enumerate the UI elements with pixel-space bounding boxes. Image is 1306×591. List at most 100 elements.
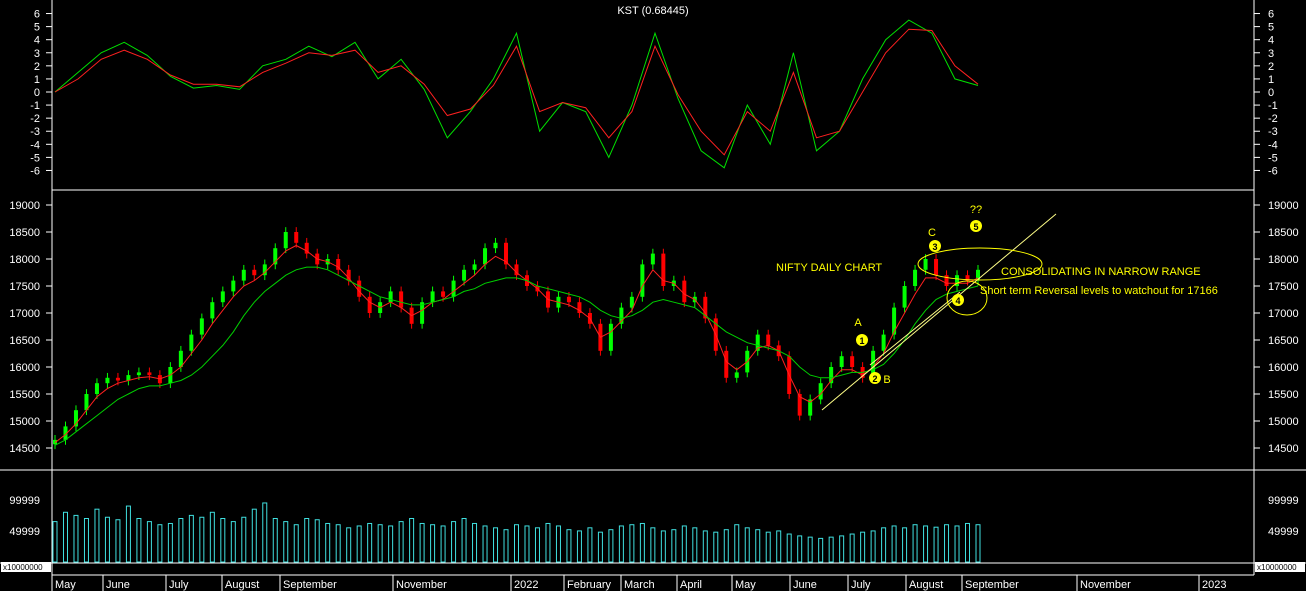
- candle-body: [115, 377, 120, 381]
- candle-body: [976, 269, 980, 281]
- x-tick-label: 2022: [514, 579, 538, 591]
- candle-body: [304, 242, 309, 254]
- price-tick-label-left: 17500: [9, 281, 40, 293]
- reversal-label: Short term Reversal levels to watchout f…: [980, 285, 1218, 297]
- volume-bar: [314, 519, 320, 563]
- candle-body: [63, 426, 68, 440]
- candle-body: [294, 232, 299, 243]
- candle-body: [755, 334, 760, 351]
- volume-bar: [828, 536, 834, 563]
- price-panel: [53, 227, 980, 450]
- price-tick-label-right: 16000: [1268, 362, 1299, 374]
- volume-bar: [178, 518, 184, 563]
- trendline-support: [821, 213, 1057, 411]
- x-tick-label: May: [55, 579, 76, 591]
- candle-body: [430, 291, 435, 303]
- candle-body: [84, 394, 89, 411]
- wave-4-marker: 4: [952, 294, 964, 306]
- candle-body: [451, 280, 456, 297]
- volume-bar: [220, 518, 226, 563]
- volume-bar: [157, 524, 163, 563]
- volume-bar: [534, 527, 540, 563]
- candle-body: [105, 377, 110, 384]
- candle-body: [766, 334, 771, 346]
- volume-bar: [325, 522, 331, 563]
- candle-body: [923, 259, 928, 270]
- price-tick-label-right: 18500: [1268, 227, 1299, 239]
- kst-tick-label-right: -3: [1268, 126, 1278, 138]
- volume-bar: [482, 525, 488, 563]
- volume-bar: [671, 529, 677, 563]
- volume-bar: [912, 524, 918, 563]
- volume-bar: [954, 525, 960, 563]
- volume-bar: [807, 536, 813, 563]
- candle-body: [934, 259, 939, 276]
- volume-unit-right: x10000000: [1257, 563, 1297, 572]
- kst-tick-label-right: 4: [1268, 35, 1274, 47]
- volume-bar: [702, 530, 708, 563]
- price-tick-label-right: 16500: [1268, 335, 1299, 347]
- wave-1-marker: 1: [856, 334, 868, 346]
- volume-bar: [335, 524, 341, 563]
- candle-body: [357, 280, 362, 297]
- kst-tick-label-right: 5: [1268, 22, 1274, 34]
- x-tick-label: November: [1080, 579, 1131, 591]
- volume-bar: [493, 527, 499, 563]
- price-tick-label-left: 18000: [9, 254, 40, 266]
- kst-tick-label-left: -2: [30, 113, 40, 125]
- candle-body: [388, 291, 393, 303]
- kst-tick-label-right: -4: [1268, 139, 1278, 151]
- ma-fast-line: [54, 244, 979, 443]
- candle-body: [336, 259, 341, 270]
- candle-body: [273, 248, 278, 265]
- x-tick-label: April: [680, 579, 702, 591]
- candle-body: [346, 269, 351, 281]
- candle-body: [199, 318, 204, 335]
- candle-body: [818, 383, 823, 400]
- x-tick-label: February: [567, 579, 612, 591]
- candle-body: [136, 372, 141, 376]
- volume-bar: [52, 521, 58, 563]
- candle-body: [252, 269, 257, 276]
- candle-body: [241, 269, 246, 281]
- volume-bar: [283, 521, 289, 563]
- kst-tick-label-left: -4: [30, 139, 40, 151]
- volume-bar: [839, 535, 845, 563]
- wave-3-marker: 3: [929, 240, 941, 252]
- candle-body: [262, 264, 267, 276]
- price-tick-label-left: 17000: [9, 308, 40, 320]
- volume-bar: [304, 518, 310, 563]
- candle-body: [650, 253, 655, 265]
- kst-tick-label-left: 4: [34, 35, 40, 47]
- candle-body: [839, 356, 844, 367]
- price-tick-label-left: 15000: [9, 416, 40, 428]
- volume-bar: [367, 522, 373, 563]
- volume-bar: [681, 525, 687, 563]
- kst-panel: [54, 19, 979, 169]
- candle-body: [189, 334, 194, 351]
- price-tick-label-right: 17500: [1268, 281, 1299, 293]
- volume-bar: [262, 502, 268, 563]
- candle-body: [420, 302, 425, 324]
- volume-bar: [346, 527, 352, 563]
- candle-body: [829, 367, 834, 384]
- candle-body: [850, 356, 855, 367]
- kst-tick-label-right: -2: [1268, 113, 1278, 125]
- candle-body: [283, 232, 288, 249]
- candle-body: [367, 296, 372, 313]
- candle-body: [210, 302, 215, 319]
- price-tick-label-right: 18000: [1268, 254, 1299, 266]
- volume-bar: [660, 530, 666, 563]
- volume-bar: [136, 518, 142, 563]
- axes: [0, 0, 1306, 576]
- kst-title: KST (0.68445): [617, 5, 688, 17]
- volume-tick-label-left: 99999: [9, 495, 40, 507]
- kst-tick-label-left: 0: [34, 87, 40, 99]
- wave-a-label: A: [854, 317, 862, 329]
- svg-text:3: 3: [932, 242, 937, 252]
- candle-body: [566, 296, 571, 303]
- volume-bar: [576, 530, 582, 563]
- volume-bar: [902, 527, 908, 563]
- x-tick-label: June: [793, 579, 817, 591]
